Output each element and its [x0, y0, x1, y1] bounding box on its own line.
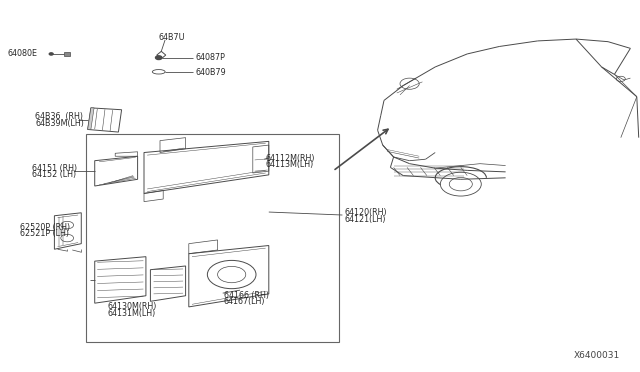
Circle shape: [49, 53, 53, 55]
Text: 62520P (RH): 62520P (RH): [20, 223, 70, 232]
Text: 64112M(RH): 64112M(RH): [266, 154, 315, 163]
Text: 64130M(RH): 64130M(RH): [108, 302, 157, 311]
Text: 64B39M(LH): 64B39M(LH): [35, 119, 84, 128]
Text: 640B79: 640B79: [195, 68, 226, 77]
Polygon shape: [88, 108, 94, 129]
Text: 64087P: 64087P: [195, 53, 225, 62]
Text: 64B7U: 64B7U: [159, 33, 186, 42]
Text: 64121(LH): 64121(LH): [344, 215, 386, 224]
Circle shape: [156, 56, 162, 60]
Text: 64B36  (RH): 64B36 (RH): [35, 112, 83, 121]
Text: 64120(RH): 64120(RH): [344, 208, 387, 217]
Text: 64167(LH): 64167(LH): [224, 297, 266, 306]
Text: 62521P (LH): 62521P (LH): [20, 230, 70, 238]
Text: 64080E: 64080E: [8, 49, 38, 58]
Text: 64152 (LH): 64152 (LH): [32, 170, 76, 179]
Text: 64151 (RH): 64151 (RH): [32, 164, 77, 173]
Text: 64166 (RH): 64166 (RH): [224, 291, 269, 300]
Polygon shape: [64, 52, 70, 56]
Text: 64131M(LH): 64131M(LH): [108, 309, 156, 318]
Text: X6400031: X6400031: [573, 351, 620, 360]
Text: 64113M(LH): 64113M(LH): [266, 160, 314, 169]
